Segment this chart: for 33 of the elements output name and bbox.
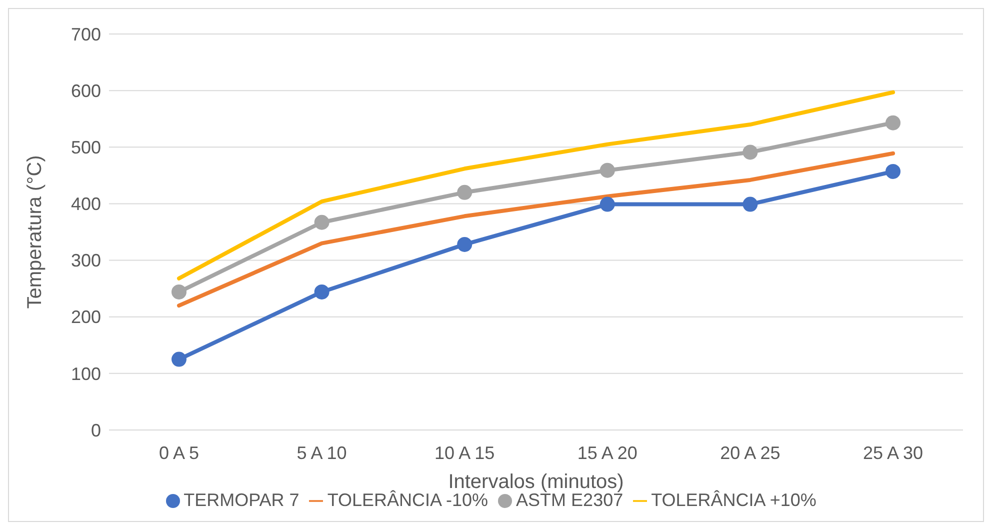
- y-tick-label: 200: [70, 307, 101, 328]
- point: [172, 352, 186, 367]
- x-tick-label: 10 A 15: [434, 442, 495, 463]
- point: [457, 236, 472, 252]
- x-tick-label: 0 A 5: [158, 442, 200, 463]
- y-tick-label: 600: [70, 80, 101, 101]
- point: [742, 196, 758, 212]
- y-tick-label: 0: [90, 420, 101, 440]
- point: [314, 214, 330, 230]
- x-tick-label: 5 A 10: [296, 442, 347, 463]
- y-tick-label: 300: [70, 250, 101, 271]
- x-tick-label: 20 A 25: [720, 442, 780, 463]
- line-series: [177, 151, 895, 308]
- y-tick-label: 400: [70, 194, 101, 214]
- point: [600, 196, 615, 212]
- legend-label: TOLERÂNCIA +10%: [651, 490, 816, 510]
- point: [742, 144, 758, 160]
- line-series: [177, 90, 895, 280]
- y-tick-label: 100: [70, 364, 101, 384]
- y-tick-label: 500: [70, 138, 101, 158]
- point: [314, 284, 330, 300]
- y-tick-label: 700: [70, 24, 101, 44]
- point: [886, 164, 900, 179]
- x-axis-title: Intervalos (minutos): [448, 471, 624, 493]
- x-tick-label: 15 A 20: [577, 442, 638, 463]
- legend-label: TERMOPAR 7: [184, 490, 300, 510]
- point: [457, 184, 472, 200]
- y-axis-title: Temperatura (°C): [24, 155, 46, 309]
- point: [600, 162, 615, 178]
- legend-label: TOLERÂNCIA -10%: [327, 490, 488, 510]
- point: [886, 115, 900, 130]
- point: [172, 284, 186, 300]
- x-tick-label: 25 A 30: [862, 442, 924, 463]
